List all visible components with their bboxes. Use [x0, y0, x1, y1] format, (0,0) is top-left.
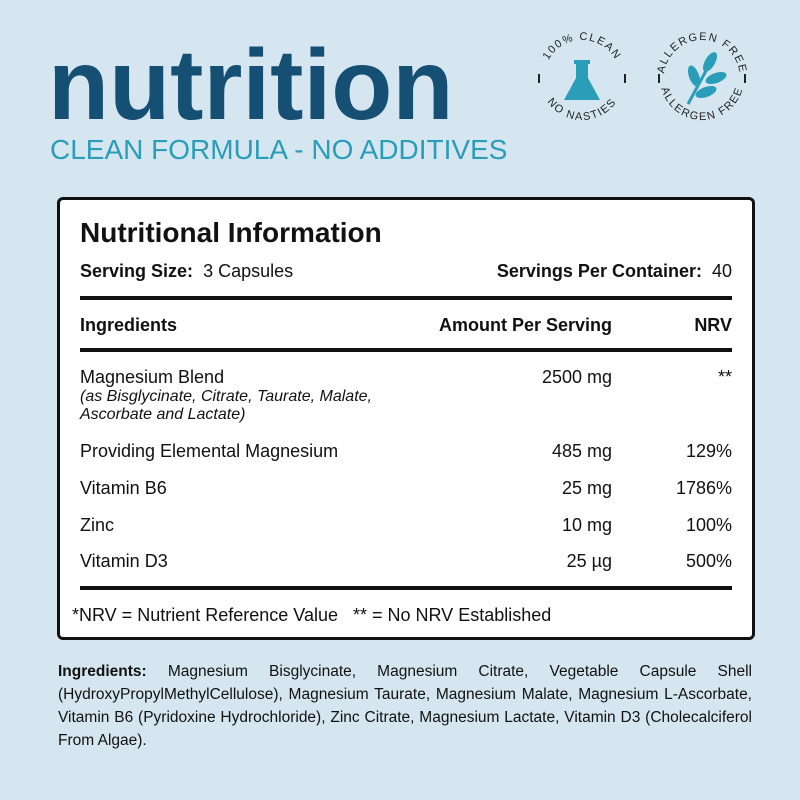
brand-title: nutrition	[48, 29, 454, 141]
allergen-badge: ALLERGEN FREE ALLERGEN FREE	[655, 31, 749, 123]
row-amount: 485 mg	[551, 441, 612, 461]
row-nrv: **	[717, 367, 732, 387]
ingredients-label: Ingredients:	[58, 663, 147, 680]
row-name: Vitamin B6	[80, 478, 167, 498]
table-header: Ingredients Amount Per Serving NRV	[80, 314, 732, 336]
row-name: Zinc	[80, 515, 115, 535]
svg-text:100% CLEAN: 100% CLEAN	[541, 31, 624, 62]
col-nrv: NRV	[694, 315, 732, 335]
col-amount: Amount Per Serving	[438, 315, 612, 335]
panel-title: Nutritional Information	[80, 217, 382, 248]
table-row: Vitamin B6 25 mg 1786%	[80, 477, 732, 499]
subtitle: CLEAN FORMULA - NO ADDITIVES	[50, 134, 508, 165]
row-nrv: 1786%	[675, 478, 732, 498]
serving-info: Serving Size: 3 Capsules Servings Per Co…	[80, 260, 732, 282]
svg-text:ALLERGEN FREE: ALLERGEN FREE	[655, 31, 749, 75]
row-amount: 2500 mg	[541, 367, 612, 387]
row-amount: 25 µg	[566, 551, 612, 571]
servings-label: Servings Per Container:	[496, 261, 702, 281]
table-row: Zinc 10 mg 100%	[80, 514, 732, 536]
table-row: Magnesium Blend (as Bisglycinate, Citrate…	[80, 366, 732, 424]
row-nrv: 500%	[685, 551, 732, 571]
nutrition-panel: Nutritional Information Serving Size: 3 …	[57, 197, 755, 640]
ingredients-list: Ingredients: Magnesium Bisglycinate, Mag…	[58, 660, 752, 752]
row-amount: 25 mg	[561, 478, 612, 498]
servings: 40	[711, 261, 732, 281]
row-amount: 10 mg	[561, 515, 612, 535]
divider	[80, 586, 732, 590]
row-name: Vitamin D3	[80, 551, 168, 571]
serving-size: 3 Capsules	[203, 261, 294, 281]
row-nrv: 129%	[685, 441, 732, 461]
col-ingredients: Ingredients	[80, 315, 178, 335]
footnote: *NRV = Nutrient Reference Value ** = No …	[72, 605, 552, 625]
table-row: Vitamin D3 25 µg 500%	[80, 550, 732, 572]
row-note: (as Bisglycinate, Citrate, Taurate, Mala…	[80, 388, 372, 423]
divider	[80, 296, 732, 300]
serving-size-label: Serving Size:	[80, 261, 194, 281]
table-row: Providing Elemental Magnesium 485 mg 129%	[80, 440, 732, 462]
row-name: Providing Elemental Magnesium	[80, 441, 339, 461]
divider	[80, 348, 732, 352]
leaf-icon	[686, 52, 727, 105]
flask-icon	[564, 60, 600, 100]
row-name: Magnesium Blend	[80, 367, 225, 387]
clean-badge: 100% CLEAN NO NASTIES	[538, 31, 626, 123]
ingredients-text: Magnesium Bisglycinate, Magnesium Citrat…	[58, 663, 752, 749]
row-nrv: 100%	[685, 515, 732, 535]
